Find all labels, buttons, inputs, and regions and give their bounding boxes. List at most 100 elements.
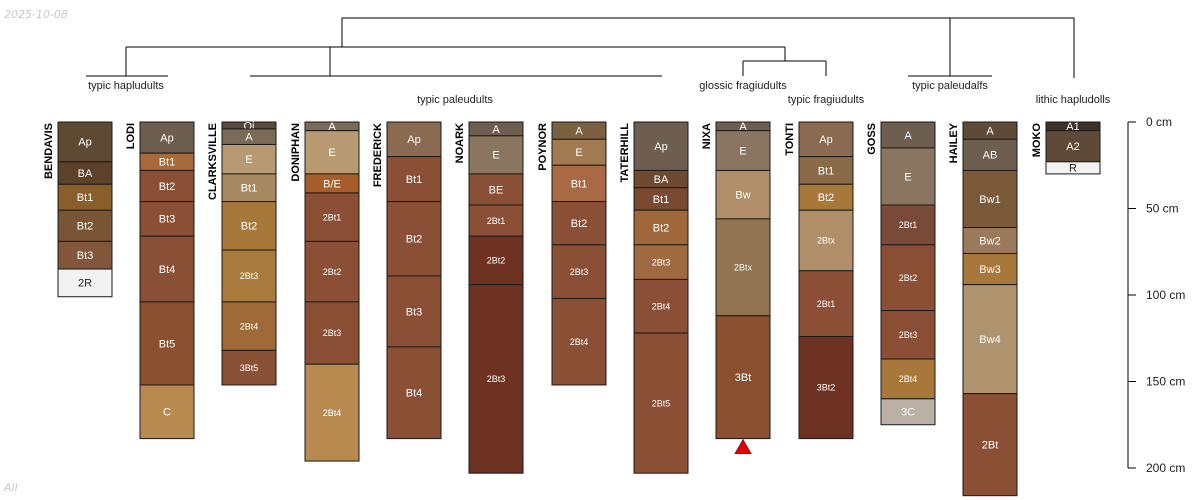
horizon-bt1 (798, 156, 854, 185)
horizon-2bt1 (798, 270, 854, 338)
horizon-label: Bt1 (159, 157, 176, 169)
horizon-label: BA (78, 168, 93, 180)
horizon-label: A (492, 124, 500, 136)
horizon-label: 2R (78, 278, 92, 290)
horizon-2bt1 (304, 192, 360, 242)
horizon-bt1 (221, 173, 277, 203)
horizon-label: Bw3 (979, 264, 1000, 276)
marker-triangle-icon (734, 438, 752, 454)
horizon-label: Oi (244, 120, 255, 132)
axis-tick-label: 50 cm (1146, 202, 1179, 216)
profile-name: TATERHILL (619, 123, 631, 183)
horizon-2bt2 (304, 240, 360, 303)
horizon-2r (57, 268, 113, 298)
horizon-label: 3Bt5 (240, 363, 259, 373)
horizon-r (1045, 161, 1101, 175)
horizon-label: A (904, 130, 912, 142)
axis-tick-label: 0 cm (1146, 115, 1172, 129)
profile-tonti: Ap Bt1 Bt2 2Btx 2Bt1 3Bt2 TONTI (784, 121, 854, 440)
horizon-label: Bw4 (979, 334, 1000, 346)
horizon-label: 2Bt5 (652, 398, 671, 408)
horizon-label: Ap (160, 132, 173, 144)
axis-tick-label: 200 cm (1146, 461, 1185, 475)
horizon-label: Bt4 (159, 264, 176, 276)
profile-name: BENDAVIS (43, 123, 55, 179)
horizon-3c (880, 398, 936, 426)
horizon-ab (962, 138, 1018, 171)
profile-name: GOSS (866, 123, 878, 155)
horizon-ap (798, 121, 854, 158)
axis-tick-label: 150 cm (1146, 375, 1185, 389)
horizon-label: Bt2 (818, 192, 835, 204)
horizon-label: 2Bt4 (323, 408, 342, 418)
horizon-ap (139, 121, 195, 154)
horizon-label: Bt5 (159, 338, 176, 350)
horizon-label: 2Bt3 (240, 271, 259, 281)
profile-noark: A E BE 2Bt1 2Bt2 2Bt3 NOARK (454, 121, 524, 474)
depth-axis: 0 cm 50 cm 100 cm 150 cm 200 cm (1127, 115, 1185, 475)
horizon-label: 2Bt3 (487, 374, 506, 384)
horizon-label: Bt3 (159, 214, 176, 226)
horizon-label: Bt4 (406, 388, 423, 400)
horizon-e (880, 147, 936, 206)
horizon-2bt2 (468, 235, 524, 286)
horizon-2bt3 (880, 310, 936, 360)
horizon-2bt5 (633, 332, 689, 474)
horizon-label: 2Bt1 (487, 216, 506, 226)
group-label: typic hapludults (88, 80, 164, 92)
horizon-label: E (328, 147, 335, 159)
horizon-bw3 (962, 252, 1018, 286)
horizon-2bt3 (633, 244, 689, 280)
horizon-label: 2Btx (817, 236, 836, 246)
profile-taterhill: Ap BA Bt1 Bt2 2Bt3 2Bt4 2Bt5 TATERHILL (619, 121, 689, 474)
horizon-label: 2Bt4 (570, 337, 589, 347)
profile-name: CLARKSVILLE (207, 123, 219, 200)
horizon-label: 2Bt3 (899, 330, 918, 340)
horizon-bt2 (798, 183, 854, 211)
horizon-bw (715, 169, 771, 220)
dendrogram (125, 17, 1075, 78)
horizon-label: E (245, 154, 252, 166)
horizon-label: A (739, 121, 747, 133)
profile-name: POYNOR (537, 123, 549, 171)
horizon-label: 2Bt1 (817, 299, 836, 309)
horizon-label: BA (654, 174, 669, 186)
horizon-label: Ap (819, 134, 832, 146)
horizon-bt2 (57, 209, 113, 242)
profile-name: MOKO (1031, 123, 1043, 158)
horizon-label: Bt2 (653, 222, 670, 234)
horizon-label: 2Bt1 (899, 220, 918, 230)
horizon-label: 2Bt2 (487, 256, 506, 266)
horizon-a2 (1045, 130, 1101, 163)
profile-doniphan: A E B/E 2Bt1 2Bt2 2Bt3 2Bt4 DONIPHAN (290, 121, 360, 462)
group-label: typic paleudalfs (912, 80, 988, 92)
horizon-2bt4 (633, 278, 689, 334)
horizon-label: 2Bt2 (323, 267, 342, 277)
horizon-label: Bt1 (818, 165, 835, 177)
horizon-bt3 (57, 240, 113, 270)
horizon-label: E (739, 145, 746, 157)
horizon-label: Bt1 (77, 192, 94, 204)
horizon-label: E (904, 171, 911, 183)
horizon-bt4 (386, 346, 442, 440)
horizon-label: Bw1 (979, 194, 1000, 206)
horizon-3bt2 (798, 336, 854, 440)
horizon-label: Bt2 (571, 218, 588, 230)
profile-name: NOARK (454, 123, 466, 163)
group-labels: typic hapludults typic paleudults glossic … (86, 75, 1111, 106)
horizon-label: Bt3 (406, 306, 423, 318)
horizon-label: Bt2 (159, 181, 176, 193)
horizon-label: A (575, 126, 583, 138)
group-label: lithic hapludolls (1036, 94, 1111, 106)
horizon-3bt5 (221, 349, 277, 386)
profile-goss: A E 2Bt1 2Bt2 2Bt3 2Bt4 3C GOSS (866, 121, 936, 426)
horizon-label: 3Bt (735, 372, 752, 384)
horizon-label: 2Bt4 (652, 301, 671, 311)
horizon-bt4 (139, 235, 195, 303)
horizon-label: 2Bt1 (323, 212, 342, 222)
horizon-label: Bt1 (653, 194, 670, 206)
horizon-label: Ap (78, 137, 91, 149)
horizon-label: Bt1 (406, 174, 423, 186)
